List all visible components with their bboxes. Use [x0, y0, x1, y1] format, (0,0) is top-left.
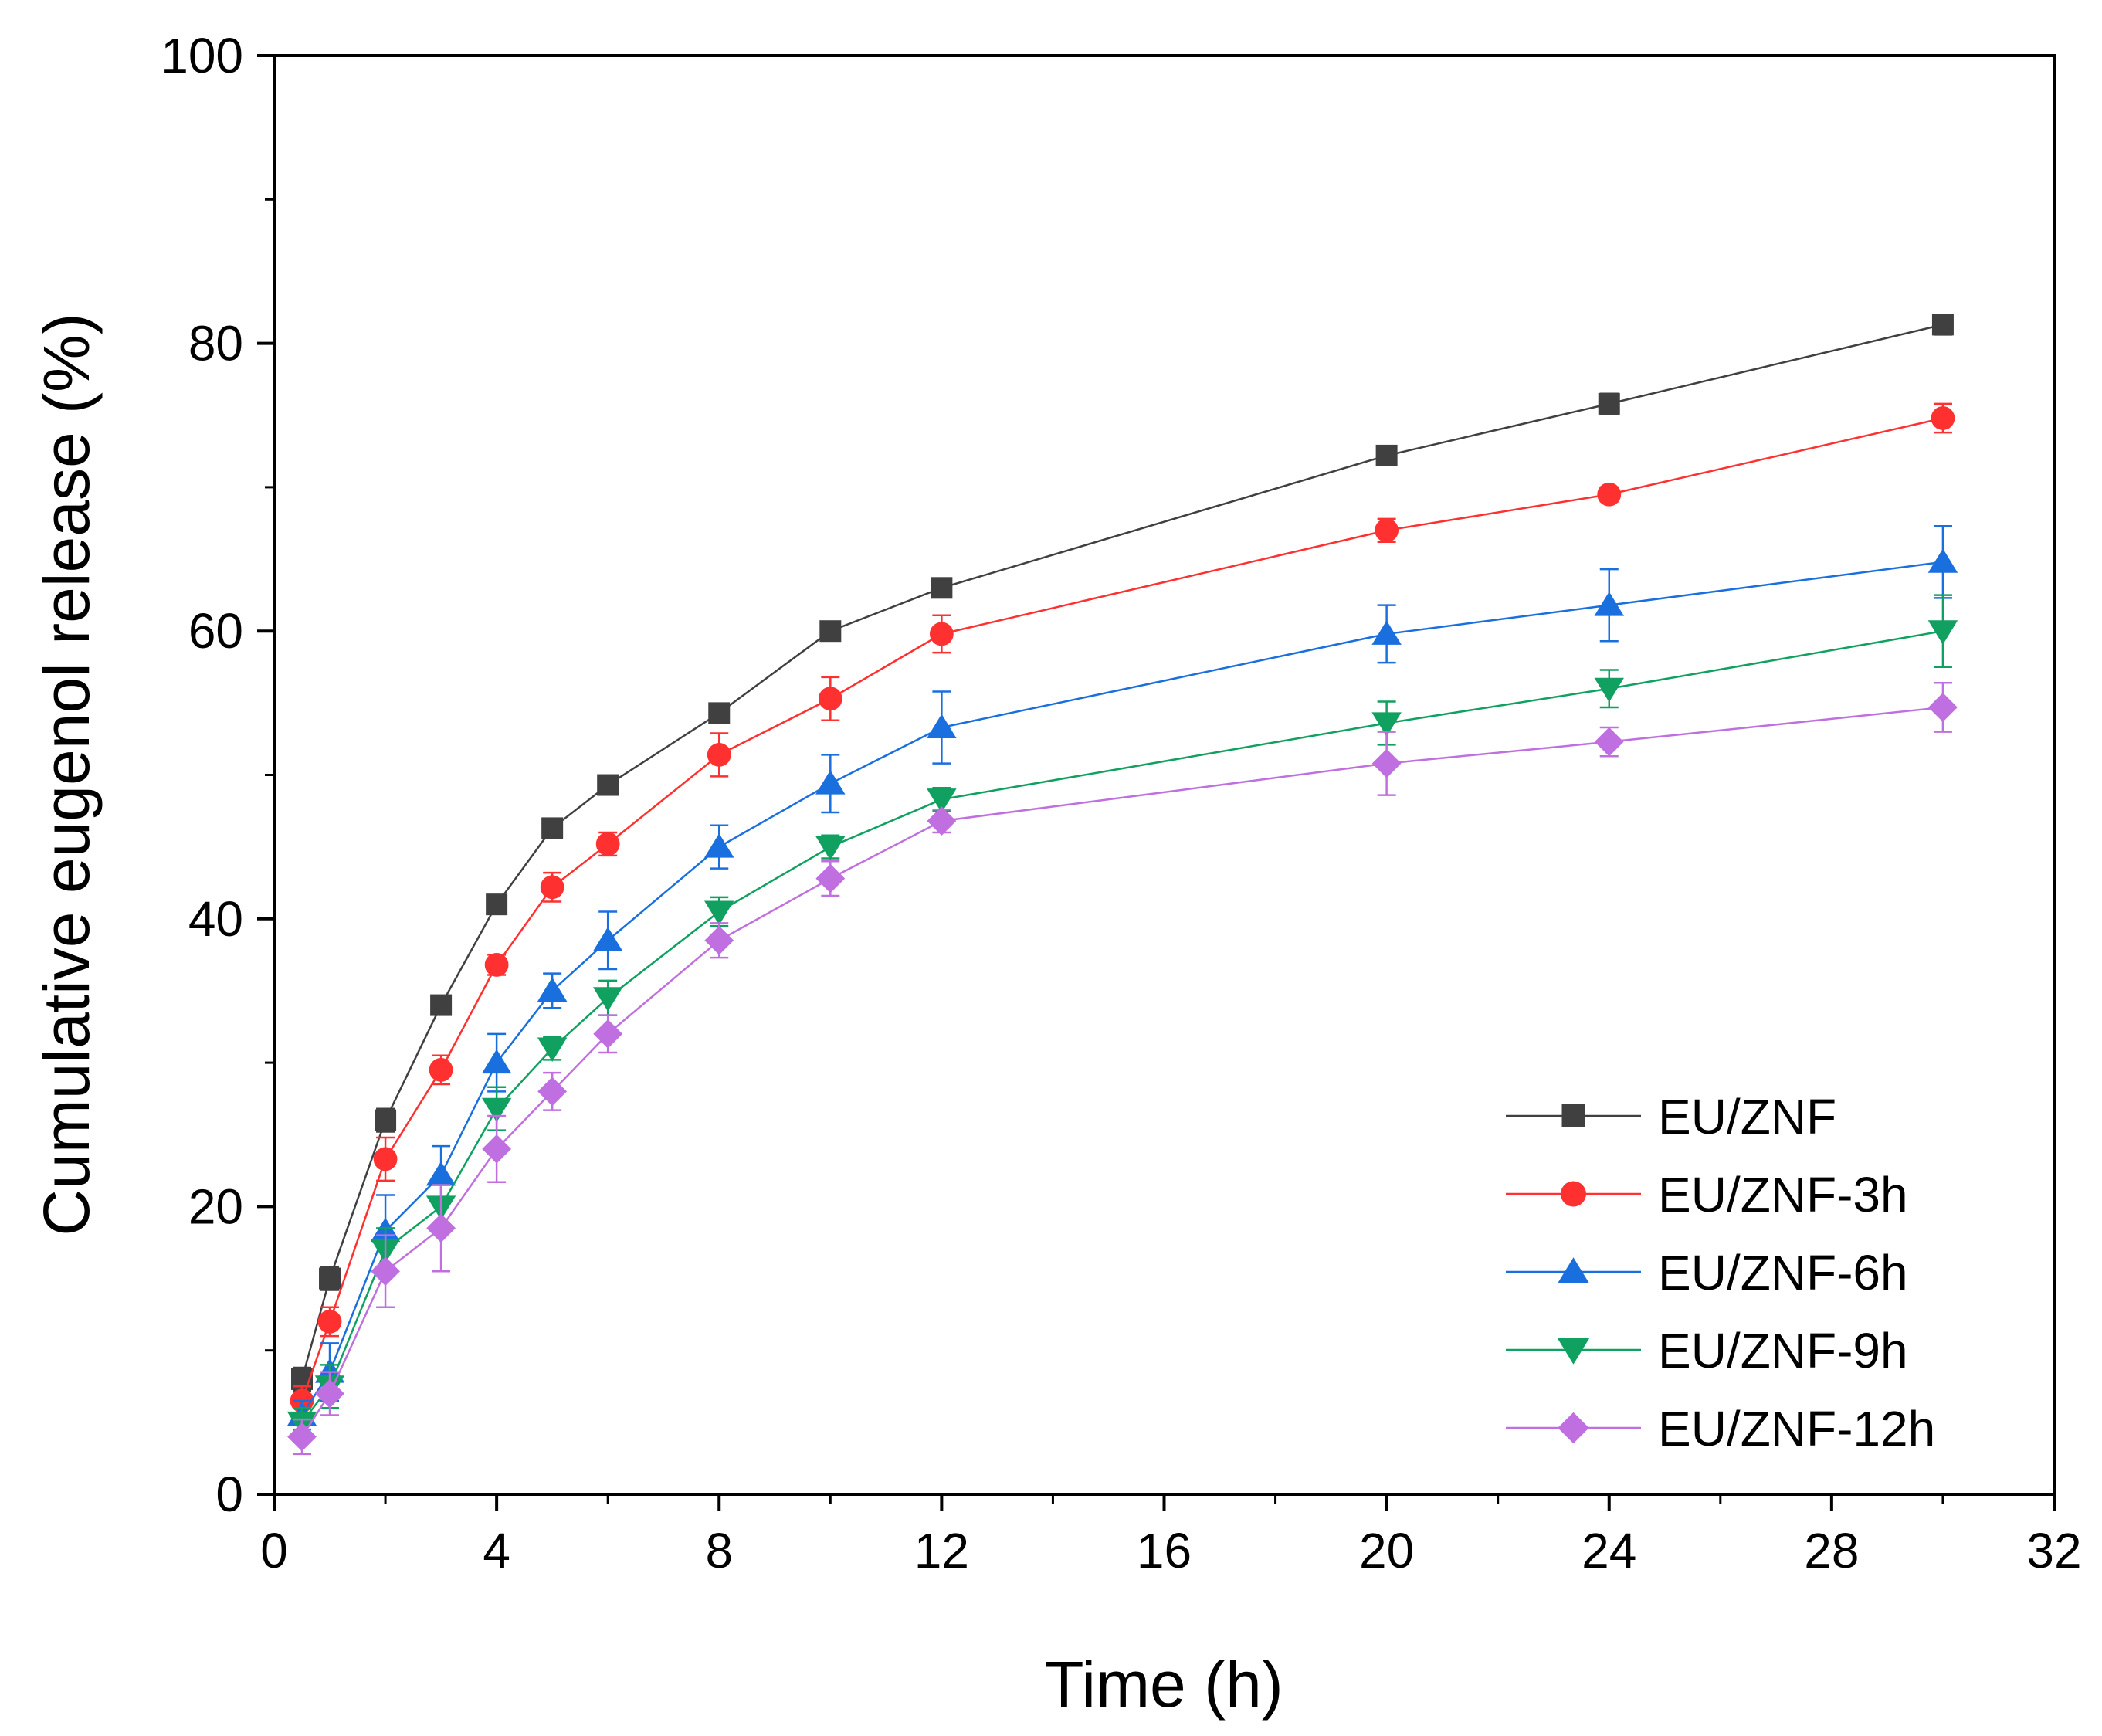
data-point — [540, 875, 564, 900]
legend-marker — [1561, 1104, 1585, 1127]
y-tick-label: 80 — [188, 316, 243, 371]
legend-label: EU/ZNF-6h — [1658, 1245, 1908, 1300]
series-eu-znf — [291, 314, 1954, 1392]
data-point — [704, 900, 734, 925]
data-point — [592, 987, 623, 1012]
data-point — [819, 620, 842, 643]
y-tick-label: 100 — [161, 28, 243, 83]
x-axis-title: Time (h) — [1044, 1648, 1283, 1721]
data-point — [537, 1077, 568, 1107]
x-tick-label: 8 — [705, 1523, 733, 1578]
data-point — [815, 836, 846, 861]
data-point — [704, 925, 734, 955]
series-eu-znf-12h — [287, 682, 1958, 1456]
data-point — [1931, 406, 1955, 430]
series-layer — [286, 314, 1958, 1456]
data-point — [704, 833, 734, 858]
legend-item: EU/ZNF-12h — [1506, 1401, 1935, 1456]
legend-label: EU/ZNF-9h — [1658, 1323, 1908, 1378]
legend-marker — [1561, 1181, 1586, 1207]
legend-marker — [1557, 1257, 1590, 1283]
data-point — [484, 953, 509, 977]
data-point — [315, 1378, 344, 1409]
legend-label: EU/ZNF-3h — [1658, 1167, 1908, 1222]
data-point — [481, 1097, 512, 1123]
data-point — [1928, 693, 1958, 722]
data-point — [593, 1019, 623, 1049]
data-point — [1371, 620, 1402, 645]
data-point — [317, 1310, 342, 1334]
data-point — [927, 788, 957, 813]
data-point — [1598, 392, 1620, 415]
legend-label: EU/ZNF-12h — [1658, 1401, 1935, 1456]
data-point — [537, 977, 568, 1002]
y-tick-label: 40 — [188, 891, 243, 947]
x-tick-label: 24 — [1582, 1523, 1636, 1578]
data-point — [1371, 712, 1402, 737]
legend-item: EU/ZNF-3h — [1506, 1167, 1908, 1222]
legend-marker — [1557, 1338, 1590, 1365]
data-point — [429, 1058, 453, 1082]
data-point — [425, 1161, 456, 1186]
data-point — [927, 806, 957, 836]
data-point — [426, 1213, 456, 1243]
x-tick-label: 32 — [2026, 1523, 2081, 1578]
data-point — [707, 743, 731, 767]
ticks-layer: 0 4 8 12 16 20 24 28 32 0 20 40 60 80 100 — [161, 28, 2081, 1578]
data-point — [1371, 748, 1402, 778]
x-tick-label: 28 — [1804, 1523, 1859, 1578]
data-point — [1375, 518, 1399, 543]
data-point — [1594, 677, 1624, 703]
legend-item: EU/ZNF-9h — [1506, 1323, 1908, 1378]
data-point — [1927, 620, 1958, 645]
data-point — [1597, 482, 1622, 507]
data-point — [597, 774, 619, 796]
x-tick-label: 20 — [1359, 1523, 1414, 1578]
legend-label: EU/ZNF — [1658, 1089, 1836, 1144]
data-point — [1931, 314, 1954, 336]
data-point — [1594, 727, 1624, 757]
data-point — [481, 1049, 512, 1074]
y-axis-title: Cumulative eugenol release (%) — [30, 313, 103, 1236]
x-tick-label: 12 — [914, 1523, 969, 1578]
y-tick-label: 0 — [215, 1466, 243, 1522]
x-tick-label: 4 — [483, 1523, 510, 1578]
data-point — [929, 622, 954, 646]
data-point — [375, 1109, 397, 1131]
data-point — [1594, 592, 1624, 616]
data-point — [818, 687, 842, 711]
data-point — [287, 1422, 317, 1452]
data-point — [486, 893, 508, 916]
data-point — [537, 1037, 568, 1062]
y-tick-label: 60 — [188, 603, 243, 659]
legend-marker — [1558, 1412, 1589, 1444]
legend-item: EU/ZNF — [1506, 1089, 1836, 1144]
y-tick-label: 20 — [188, 1178, 243, 1234]
data-point — [319, 1267, 341, 1290]
legend: EU/ZNF EU/ZNF-3h EU/ZNF-6h EU/ZNF-9h EU/ZNF-… — [1506, 1089, 1935, 1456]
data-point — [708, 702, 731, 724]
data-point — [371, 1256, 400, 1287]
data-point — [927, 714, 957, 739]
x-tick-label: 0 — [260, 1523, 288, 1578]
data-point — [1927, 548, 1958, 573]
data-point — [373, 1147, 398, 1171]
data-point — [430, 994, 453, 1016]
data-point — [541, 817, 564, 839]
data-point — [482, 1134, 512, 1164]
data-point — [931, 577, 953, 599]
data-point — [1375, 444, 1398, 466]
data-point — [595, 832, 620, 856]
data-point — [592, 927, 623, 951]
x-tick-label: 16 — [1137, 1523, 1192, 1578]
data-point — [815, 863, 846, 893]
data-point — [815, 770, 846, 795]
legend-item: EU/ZNF-6h — [1506, 1245, 1908, 1300]
